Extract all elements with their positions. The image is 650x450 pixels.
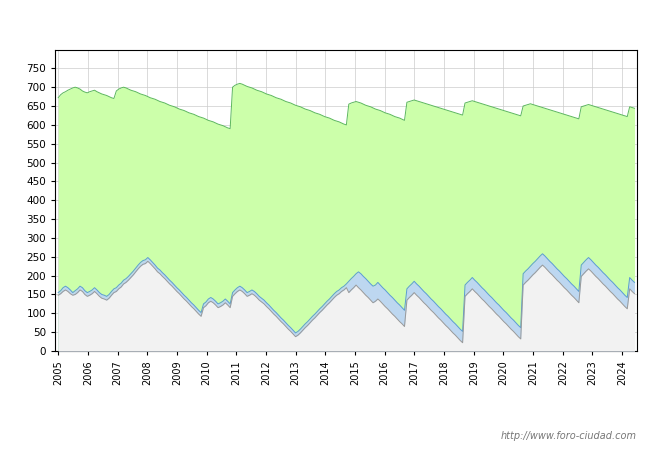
Text: http://www.foro-ciudad.com: http://www.foro-ciudad.com: [501, 431, 637, 441]
Text: Ruente - Evolucion de la poblacion en edad de Trabajar Mayo de 2024: Ruente - Evolucion de la poblacion en ed…: [92, 14, 558, 27]
